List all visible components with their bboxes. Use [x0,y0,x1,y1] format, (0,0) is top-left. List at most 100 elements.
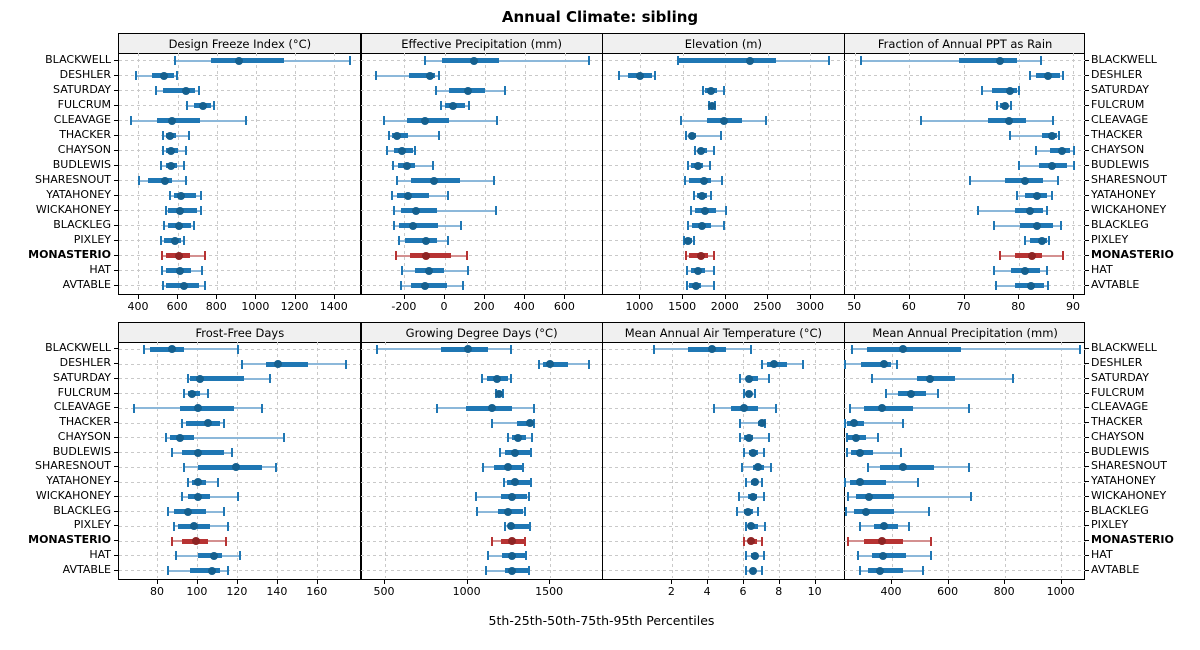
whisker-cap-left [186,477,189,487]
station-label-left: SHARESNOUT [34,172,111,186]
iqr-bar [505,568,528,574]
y-gridline [119,255,361,256]
x-gridline [854,53,856,293]
whisker-cap-left [866,462,869,472]
whisker-cap-right [182,236,185,245]
station-tick-mark [114,466,118,468]
x-gridline [564,53,566,293]
y-gridline [602,255,845,256]
whisker-cap-right [1012,374,1015,384]
panel-separator [360,34,362,294]
y-gridline [360,75,603,76]
x-tick-label: 1000 [625,300,654,313]
whisker-cap-left [186,101,189,110]
whisker-cap-right [762,492,765,502]
station-tick-mark [114,377,118,379]
y-gridline [119,348,361,350]
x-gridline [725,53,727,293]
station-label-left: SATURDAY [53,370,111,384]
whisker-cap-right [226,521,229,531]
x-gridline [1018,53,1020,293]
iqr-bar [867,568,903,574]
whisker-cap-right [213,101,216,110]
whisker-cap-right [1060,221,1063,230]
median-dot [189,522,198,531]
x-tick-mark [908,295,910,299]
whisker-cap-right [775,403,778,413]
y-gridline [119,135,361,136]
y-gridline [360,452,603,454]
station-label-left: BUDLEWIS [52,444,111,458]
x-tick-label: 120 [226,585,248,598]
median-dot [424,266,433,275]
panel-separator [601,323,604,579]
median-dot [745,56,754,65]
whisker-cap-right [908,521,911,531]
y-gridline [602,496,845,498]
y-gridline [602,466,845,468]
median-dot [545,360,554,369]
iqr-bar [880,464,935,470]
station-tick-mark [114,104,118,106]
whisker-cap-right [192,221,195,230]
iqr-bar [866,346,962,352]
iqr-bar [399,223,438,228]
x-tick-mark [216,295,218,299]
y-gridline [602,165,845,166]
median-dot [1000,101,1009,110]
whisker-cap-left [484,566,487,576]
whisker-cap-right [712,266,715,275]
y-gridline [844,555,1086,557]
station-label-left: YATAHONEY [46,474,111,488]
station-tick-mark [114,164,118,166]
median-dot [747,522,756,531]
whisker-cap-right [510,374,513,384]
whisker-cap-left [617,71,620,80]
whisker-cap-left [744,551,747,561]
station-label-right: MONASTERIO [1091,247,1174,261]
station-label-left: DESHLER [59,356,111,370]
station-label-left: CHAYSON [57,429,111,443]
station-tick-mark [1085,407,1089,409]
median-dot [748,566,757,575]
x-tick-mark [854,295,856,299]
station-tick-mark [114,224,118,226]
whisker-cap-right [1009,101,1012,110]
y-gridline [119,270,361,271]
x-tick-label: 90 [1065,300,1080,313]
y-gridline [844,210,1086,211]
whisker-cap-right [185,176,188,185]
whisker-cap-left [742,448,745,458]
station-tick-mark [1085,149,1089,151]
y-gridline [844,180,1086,181]
y-gridline [119,570,361,572]
x-tick-label: 6 [739,585,747,598]
y-gridline [844,135,1086,136]
median-dot [174,251,183,260]
median-dot [161,176,169,185]
whisker-cap-right [176,71,179,80]
panel-strip: Frost-Free Days [119,323,361,343]
whisker-cap-right [1062,71,1065,80]
median-dot [878,404,887,413]
whisker-cap-left [685,281,688,290]
whisker-cap-left [682,236,685,245]
median-dot [507,551,516,560]
whisker-cap-left [844,477,847,487]
whisker-cap-right [527,492,530,502]
whisker-cap-right [720,131,723,140]
whisker-cap-left [159,161,162,170]
whisker-cap-right [708,161,711,170]
whisker-cap-right [226,566,229,576]
x-gridline [639,53,641,293]
station-label-right: CLEAVAGE [1091,112,1149,126]
station-label-right: BLACKWELL [1091,341,1157,355]
x-tick-label: 800 [993,585,1015,598]
x-tick-mark [384,580,386,584]
y-gridline [844,540,1086,542]
whisker-cap-left [994,281,997,290]
x-tick-label: 400 [880,585,902,598]
station-label-left: YATAHONEY [46,187,111,201]
station-label-right: DESHLER [1091,67,1143,81]
x-tick-mark [549,580,551,584]
